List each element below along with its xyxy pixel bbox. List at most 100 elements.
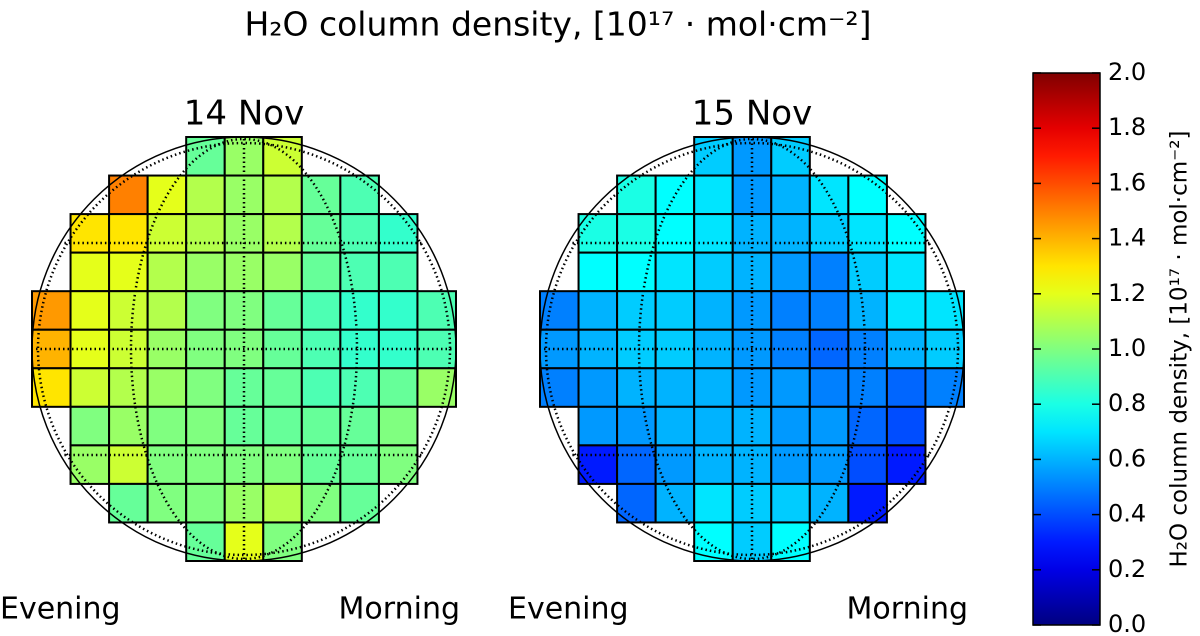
cell [731, 136, 773, 177]
cell [885, 367, 927, 408]
cell [185, 405, 226, 447]
cell [731, 174, 773, 216]
cell [693, 444, 734, 485]
cell [339, 290, 380, 331]
cell [577, 367, 619, 408]
cell [654, 290, 696, 331]
colorbar-tick-label: 1.8 [1108, 113, 1146, 141]
cell [185, 251, 226, 293]
cell [223, 444, 265, 485]
cell [731, 405, 773, 447]
cell [339, 213, 380, 254]
cell [339, 367, 380, 408]
cell [262, 328, 303, 370]
disk-grid [539, 136, 965, 562]
cell [654, 213, 696, 254]
cell [223, 521, 265, 562]
panel-title: 14 Nov [184, 94, 304, 134]
cell [69, 251, 111, 293]
cell [770, 328, 811, 370]
cell [300, 290, 342, 331]
cell [770, 405, 811, 447]
cell [847, 367, 888, 408]
cell [577, 290, 619, 331]
cell [377, 290, 419, 331]
disk-grid [31, 136, 457, 562]
cell [185, 328, 226, 370]
cell [616, 290, 657, 331]
cell [654, 405, 696, 447]
cell [146, 213, 188, 254]
cell [731, 251, 773, 293]
disk-outline [31, 136, 457, 562]
cell [847, 482, 888, 524]
colorbar-tick-label: 1.2 [1108, 279, 1146, 307]
cell [377, 367, 419, 408]
cell [377, 405, 419, 447]
cell [108, 290, 149, 331]
cell [146, 367, 188, 408]
cell [693, 213, 734, 254]
cell [731, 444, 773, 485]
cell [377, 444, 419, 485]
cell [808, 405, 850, 447]
cell [616, 251, 657, 293]
colorbar-tick-label: 0.0 [1108, 610, 1146, 636]
colorbar-tick-label: 0.8 [1108, 389, 1146, 417]
cell [108, 251, 149, 293]
cell [693, 290, 734, 331]
cell [262, 213, 303, 254]
cell [223, 213, 265, 254]
cell [146, 405, 188, 447]
disk-outline [539, 136, 965, 562]
cell [69, 444, 111, 485]
cell [847, 328, 888, 370]
cell [885, 328, 927, 370]
cell [69, 405, 111, 447]
cell [223, 251, 265, 293]
cell [146, 290, 188, 331]
left-label: Evening [0, 592, 121, 627]
cell [616, 367, 657, 408]
cell [108, 482, 149, 524]
cell [616, 328, 657, 370]
cell [262, 444, 303, 485]
cell [616, 482, 657, 524]
cell [770, 174, 811, 216]
cell [770, 251, 811, 293]
cell [300, 482, 342, 524]
cell [300, 444, 342, 485]
cell [223, 482, 265, 524]
cell [808, 444, 850, 485]
cell [339, 251, 380, 293]
cell [69, 290, 111, 331]
cell [146, 174, 188, 216]
cell [223, 136, 265, 177]
cell [770, 213, 811, 254]
cell [808, 328, 850, 370]
cell [300, 367, 342, 408]
right-label: Morning [847, 592, 968, 627]
cell [731, 213, 773, 254]
colorbar-label: H₂O column density, [10¹⁷ · mol·cm⁻²] [1167, 130, 1193, 567]
right-label: Morning [339, 592, 460, 627]
cell [693, 328, 734, 370]
cell [847, 444, 888, 485]
cell [300, 213, 342, 254]
cell [808, 251, 850, 293]
cell [654, 482, 696, 524]
cell [693, 174, 734, 216]
cell [185, 367, 226, 408]
cell [108, 405, 149, 447]
cell [577, 328, 619, 370]
cell [654, 174, 696, 216]
cell [885, 290, 927, 331]
cell [616, 444, 657, 485]
cell [616, 174, 657, 216]
cell [300, 328, 342, 370]
cell [654, 444, 696, 485]
cell [847, 213, 888, 254]
cell [654, 367, 696, 408]
cell [146, 482, 188, 524]
